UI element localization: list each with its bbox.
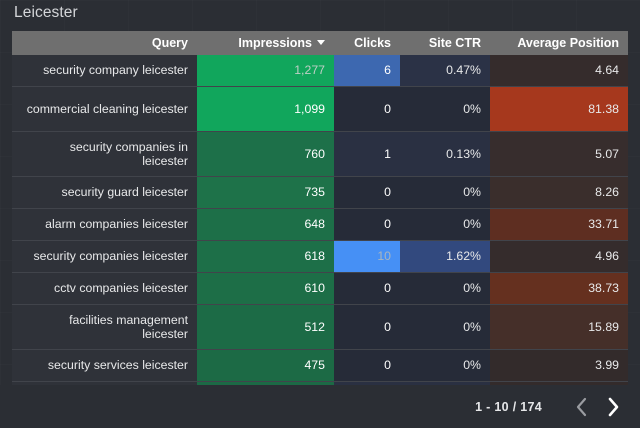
cell-impressions: 475 [197,349,334,382]
table-row[interactable]: security company leicester 1,277 6 0.47% 4.6… [12,55,628,87]
cell-query: security guard leicester [12,176,197,209]
page-title: Leicester [14,4,78,21]
cell-query: cctv companies leicester [12,272,197,305]
cell-impressions: 512 [197,304,334,350]
table-row[interactable]: security guard leicester 735 0 0% 8.26 [12,176,628,209]
cell-clicks: 0 [334,304,400,350]
cell-average-position: 5.07 [490,131,628,177]
cell-average-position: 4.64 [490,55,628,87]
chevron-left-icon[interactable] [570,394,592,420]
column-header-clicks-label: Clicks [354,36,391,50]
column-header-average-position[interactable]: Average Position [490,31,628,55]
table: Query Impressions Clicks Site CTR Averag… [12,31,628,385]
cell-query: security companies leicester [12,240,197,273]
cell-impressions: 735 [197,176,334,209]
cell-query: security guards leicester [12,381,197,385]
cell-impressions: 648 [197,208,334,241]
cell-site-ctr: 0.47% [400,55,490,87]
column-header-impressions-label: Impressions [238,36,312,50]
cell-clicks: 1 [334,381,400,385]
cell-impressions: 1,277 [197,55,334,87]
cell-impressions: 618 [197,240,334,273]
cell-query: facilities management leicester [12,304,197,350]
cell-clicks: 0 [334,86,400,132]
cell-average-position: 38.73 [490,272,628,305]
column-header-clicks[interactable]: Clicks [334,31,400,55]
table-row[interactable]: security companies in leicester 760 1 0.13%… [12,131,628,177]
table-header: Query Impressions Clicks Site CTR Averag… [12,31,628,55]
column-header-site-ctr[interactable]: Site CTR [400,31,490,55]
cell-clicks: 0 [334,208,400,241]
cell-site-ctr: 1.62% [400,240,490,273]
column-header-impressions[interactable]: Impressions [197,31,334,55]
table-footer: 1 - 10 / 174 [0,385,640,428]
cell-average-position: 4.96 [490,240,628,273]
cell-clicks: 6 [334,55,400,87]
column-header-average-position-label: Average Position [517,36,619,50]
table-row[interactable]: security companies leicester 618 10 1.62% 4.… [12,240,628,273]
table-row[interactable]: security guards leicester42510.23%3.9 [12,381,628,385]
cell-impressions: 425 [197,381,334,385]
cell-site-ctr: 0% [400,208,490,241]
cell-clicks: 1 [334,131,400,177]
table-body: security company leicester 1,277 6 0.47% 4.6… [12,55,628,385]
cell-query: security company leicester [12,55,197,87]
cell-average-position: 15.89 [490,304,628,350]
column-header-query-label: Query [151,36,188,50]
table-row[interactable]: cctv companies leicester 610 0 0% 38.73 [12,272,628,305]
cell-impressions: 610 [197,272,334,305]
cell-query: commercial cleaning leicester [12,86,197,132]
caret-down-icon [317,40,325,46]
cell-average-position: 3.9 [490,381,628,385]
cell-clicks: 0 [334,272,400,305]
table-row[interactable]: facilities management leicester 512 0 0% 15.… [12,304,628,350]
cell-site-ctr: 0% [400,272,490,305]
column-header-site-ctr-label: Site CTR [428,36,481,50]
query-performance-table: Query Impressions Clicks Site CTR Averag… [12,31,628,385]
cell-query: security companies in leicester [12,131,197,177]
pagination-range: 1 - 10 / 174 [475,399,542,414]
column-header-query[interactable]: Query [12,31,197,55]
table-row[interactable]: security services leicester 475 0 0% 3.99 [12,349,628,382]
cell-site-ctr: 0% [400,349,490,382]
cell-clicks: 10 [334,240,400,273]
cell-impressions: 760 [197,131,334,177]
cell-query: security services leicester [12,349,197,382]
table-header-row: Query Impressions Clicks Site CTR Averag… [12,31,628,55]
cell-average-position: 3.99 [490,349,628,382]
chevron-right-icon[interactable] [602,394,624,420]
cell-average-position: 81.38 [490,86,628,132]
cell-site-ctr: 0% [400,176,490,209]
cell-site-ctr: 0.13% [400,131,490,177]
cell-impressions: 1,099 [197,86,334,132]
cell-clicks: 0 [334,349,400,382]
table-row[interactable]: commercial cleaning leicester 1,099 0 0% 81.… [12,86,628,132]
cell-site-ctr: 0% [400,304,490,350]
cell-clicks: 0 [334,176,400,209]
cell-average-position: 33.71 [490,208,628,241]
cell-query: alarm companies leicester [12,208,197,241]
cell-site-ctr: 0% [400,86,490,132]
table-row[interactable]: alarm companies leicester 648 0 0% 33.71 [12,208,628,241]
cell-average-position: 8.26 [490,176,628,209]
cell-site-ctr: 0.23% [400,381,490,385]
